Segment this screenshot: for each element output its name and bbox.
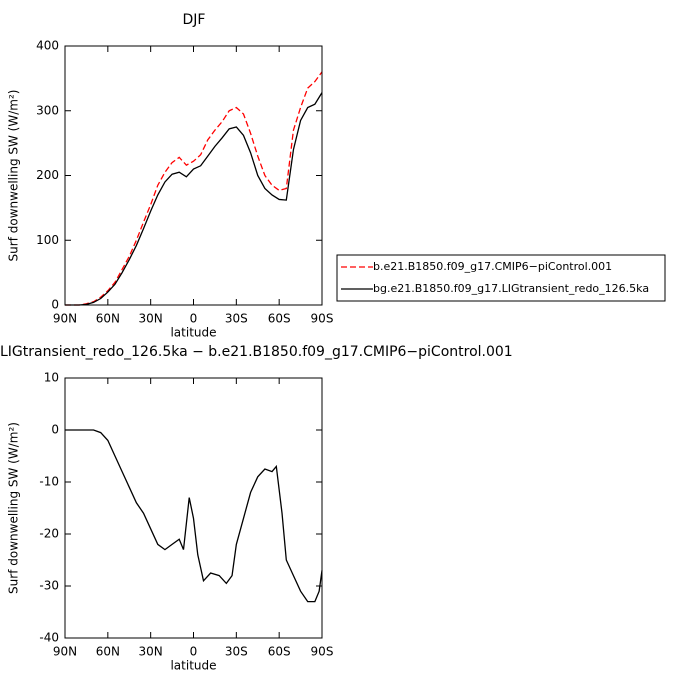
plot-frame (64, 377, 323, 639)
x-tick-label: 30S (225, 645, 248, 659)
data-line (65, 71, 323, 306)
x-tick-label: 60S (268, 645, 291, 659)
x-tick-label: 60N (96, 312, 120, 326)
x-axis-label: latitude (170, 659, 216, 673)
y-tick-label: 200 (36, 168, 59, 182)
x-tick-label: 30N (139, 645, 163, 659)
x-tick-label: 90N (53, 645, 77, 659)
y-axis-label: Surf downwelling SW (W/m²) (7, 90, 21, 262)
legend-box (336, 254, 666, 302)
x-axis-label: latitude (170, 326, 216, 340)
y-tick-label: -10 (39, 475, 59, 489)
data-line (65, 92, 323, 306)
y-tick-label: 400 (36, 39, 59, 53)
x-tick-label: 60N (96, 645, 120, 659)
data-line (65, 429, 323, 603)
y-tick-label: -40 (39, 631, 59, 645)
x-tick-label: 60S (268, 312, 291, 326)
x-tick-label: 90S (311, 312, 334, 326)
x-tick-label: 90N (53, 312, 77, 326)
plot-frame (64, 45, 323, 306)
chart-title: LIGtransient_redo_126.5ka − b.e21.B1850.… (0, 344, 513, 360)
y-tick-label: -20 (39, 527, 59, 541)
y-tick-label: 300 (36, 103, 59, 117)
y-tick-label: 0 (51, 423, 59, 437)
x-tick-label: 0 (190, 645, 198, 659)
legend-label: bg.e21.B1850.f09_g17.LIGtransient_redo_1… (373, 282, 649, 295)
chart-title: DJF (183, 12, 206, 28)
y-tick-label: 100 (36, 233, 59, 247)
y-tick-label: 0 (51, 298, 59, 312)
y-tick-label: -30 (39, 579, 59, 593)
x-tick-label: 0 (190, 312, 198, 326)
legend-label: b.e21.B1850.f09_g17.CMIP6−piControl.001 (373, 260, 612, 273)
y-axis-label: Surf downwelling SW (W/m²) (7, 422, 21, 594)
x-tick-label: 30N (139, 312, 163, 326)
y-tick-label: 10 (44, 371, 59, 385)
x-tick-label: 90S (311, 645, 334, 659)
x-tick-label: 30S (225, 312, 248, 326)
